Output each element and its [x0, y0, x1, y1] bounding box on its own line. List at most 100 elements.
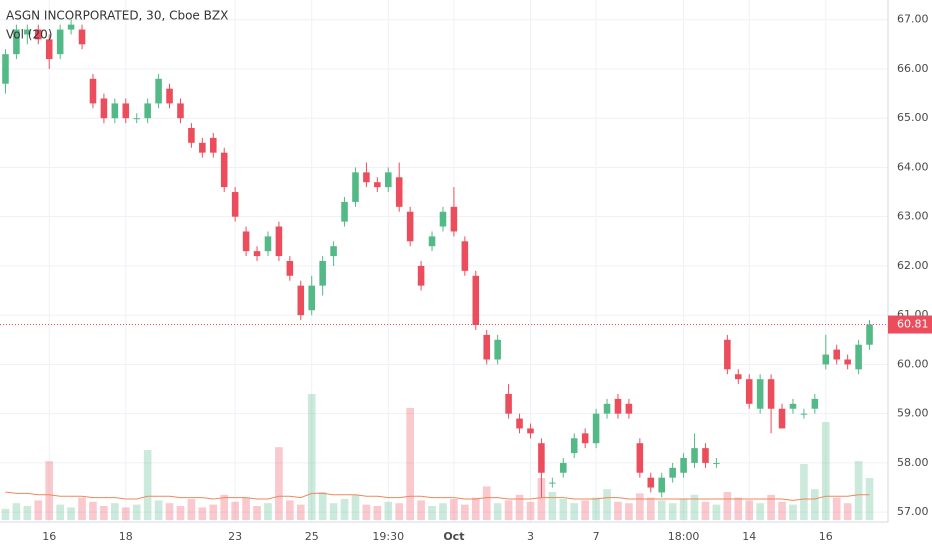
candle-body: [330, 246, 337, 257]
candle-body: [439, 211, 447, 227]
candle-body: [363, 172, 370, 183]
x-tick-label: 3: [527, 530, 534, 543]
volume-bar: [461, 504, 469, 520]
x-tick-label: 25: [305, 530, 319, 543]
volume-bar: [198, 507, 207, 520]
candle-body: [724, 339, 731, 370]
volume-bar: [789, 504, 797, 520]
candle-body: [735, 374, 742, 380]
volume-bar: [756, 503, 764, 520]
volume-bar: [734, 497, 743, 520]
volume-bar: [362, 504, 371, 520]
volume-bar: [646, 497, 655, 520]
candle-body: [2, 54, 9, 84]
candle-body: [177, 103, 184, 119]
volume-bar: [712, 504, 721, 520]
volume-bar: [657, 500, 666, 520]
candle-body: [527, 428, 534, 434]
volume-bar: [34, 500, 43, 520]
candle-body: [450, 206, 458, 232]
x-tick-label: 23: [228, 530, 242, 543]
volume-bar: [384, 501, 393, 520]
volume-bar: [570, 503, 579, 520]
volume-bar: [67, 507, 75, 520]
candle-body: [505, 393, 512, 414]
volume-bar: [614, 501, 622, 520]
volume-bar: [187, 499, 196, 520]
volume-bar: [843, 503, 852, 520]
candle-body: [341, 201, 348, 222]
volume-bar: [78, 497, 86, 520]
volume-bar: [307, 394, 316, 520]
y-tick-label: 64.00: [897, 160, 929, 173]
last-price-label: 60.81: [897, 318, 929, 331]
candle-body: [833, 349, 840, 360]
candle-body: [680, 457, 687, 473]
volume-bar: [209, 504, 218, 520]
candle-body: [636, 443, 644, 473]
x-tick-label: 18: [119, 530, 133, 543]
candle-body: [428, 236, 436, 247]
candle-body: [800, 413, 808, 415]
candle-body: [702, 448, 709, 463]
candle-body: [756, 379, 764, 409]
indicator-label: Vol (20): [6, 28, 52, 42]
x-tick-label: Oct: [443, 530, 464, 543]
candle-body: [581, 433, 589, 444]
volume-bar: [23, 506, 32, 520]
volume-bar: [253, 506, 261, 520]
volume-bar: [242, 497, 250, 520]
y-tick-label: 58.00: [897, 456, 929, 469]
candle-body: [275, 226, 283, 257]
volume-bar: [592, 497, 600, 520]
candle-body: [133, 118, 140, 120]
candle-body: [319, 261, 326, 286]
volume-bar: [132, 504, 141, 520]
candle-body: [89, 78, 97, 104]
candle-body: [210, 137, 217, 153]
volume-bar: [821, 422, 830, 520]
candle-body: [603, 403, 611, 414]
volume-bar: [515, 494, 524, 520]
volume-bar: [165, 503, 174, 520]
volume-bar: [526, 501, 535, 520]
volume-bar: [154, 500, 163, 520]
volume-bar: [231, 501, 239, 520]
volume-bar: [100, 506, 108, 520]
x-tick-label: 16: [819, 530, 833, 543]
volume-bar: [636, 493, 644, 520]
volume-bar: [12, 503, 21, 520]
volume-bar: [832, 497, 841, 520]
candle-body: [264, 236, 272, 252]
chart-title: ASGN INCORPORATED, 30, Cboe BZX: [6, 9, 228, 23]
y-tick-label: 57.00: [897, 505, 929, 518]
last-price-box: [888, 315, 932, 334]
candle-body: [297, 285, 305, 316]
volume-bar: [482, 486, 491, 520]
candle-body: [111, 103, 119, 119]
volume-bar: [395, 503, 404, 520]
x-tick-label: 7: [593, 530, 600, 543]
candle-body: [231, 192, 239, 217]
candle-body: [866, 324, 873, 345]
y-tick-label: 65.00: [897, 111, 929, 124]
volume-bar: [111, 503, 119, 520]
candle-body: [713, 462, 720, 464]
volume-bar: [89, 501, 97, 520]
volume-bar: [121, 507, 130, 520]
candle-body: [472, 275, 480, 326]
candle-body: [199, 142, 206, 153]
volume-bar: [264, 503, 272, 520]
volume-bar: [1, 508, 10, 520]
volume-bar: [537, 478, 546, 520]
volume-bar: [559, 499, 568, 520]
candle-body: [286, 261, 294, 276]
volume-bar: [176, 506, 185, 520]
candle-body: [778, 408, 786, 429]
candle-body: [144, 103, 151, 119]
volume-bar: [581, 500, 589, 520]
candle-body: [483, 334, 490, 360]
volume-ma-line: [5, 491, 870, 501]
candle-body: [374, 182, 381, 188]
